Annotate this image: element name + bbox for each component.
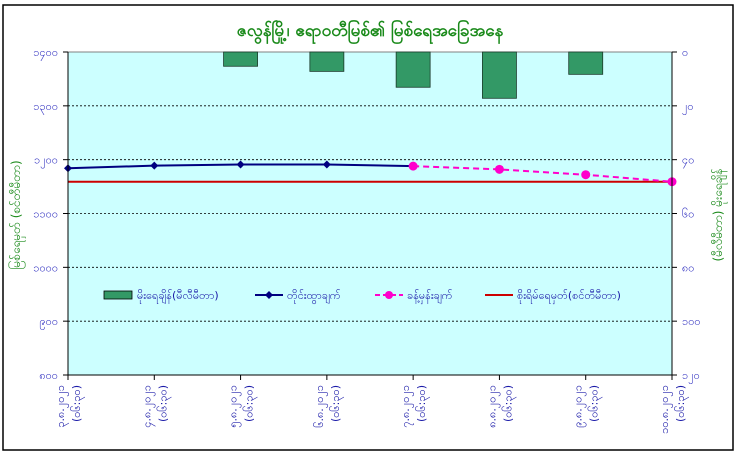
y2-tick-label: ၈၀ [682,261,694,274]
y-tick-label: ၈၀၀ [39,369,58,382]
forecast-line [413,165,673,183]
legend-marker-observed [265,291,273,299]
observed-point [150,161,159,170]
y2-tick-label: ၀ [682,46,688,59]
observed-point [322,160,331,169]
rainfall-bar [223,51,258,67]
forecast-point [494,164,504,174]
x-tick-label-date: ၇.၈.၂၀၂၁ [399,385,414,428]
legend-swatch-rainfall [103,290,133,300]
rainfall-bar [395,51,431,88]
y2-tick-label: ၆၀ [682,208,694,221]
legend-marker-forecast [385,291,393,299]
forecast-point [581,170,591,180]
legend-label-rainfall: မိုးရေချိန်(မီလီမီတာ) [137,289,219,304]
x-tick-label-date: ၈.၈.၂၀၂၁ [485,385,500,428]
legend-label-observed: တိုင်းထွာချက် [287,289,341,304]
legend-label-forecast: ခန့်မှန်းချက် [407,289,453,304]
x-tick-label-date: ၁၀.၈.၂၀၂၁ [658,385,673,434]
x-tick-label-time: (၀၆:၃၀) [501,385,516,422]
y-tick-label: ၁၂၀၀ [34,154,58,169]
chart-title: ဇလွန်မြို့၊ ဧရာဝတီမြစ်၏ မြစ်ရေအခြေအနေ [237,18,504,45]
x-tick-label-date: ၆.၈.၂၀၂၁ [313,385,328,428]
y2-tick-label: ၁၀၀ [682,315,701,328]
y-tick-label: ၁၃၀၀ [33,100,58,115]
x-tick-label-time: (၀၆:၃၀) [674,385,689,422]
x-tick-label-date: ၉.၈.၂၀၂၁ [572,385,587,428]
rainfall-bar [309,51,345,72]
rainfall-bar [568,51,604,75]
y2-tick-label: ၄၀ [682,154,694,169]
legend: မိုးရေချိန်(မီလီမီတာ) တိုင်းထွာချက် ခန့်… [103,289,621,304]
y-tick-label: ၁၀၀၀ [33,261,58,274]
y2-axis-title: (မီလီမီတာ) မိုးရေချိန် [710,169,728,262]
y-axis-title: မြစ်ရေမှတ် (စင်တီမီတာ) [7,160,26,269]
observed-point [236,160,245,169]
y-tick-label: ၉၀၀ [39,315,58,330]
x-tick-label-time: (၀၆:၃၀) [329,385,344,422]
x-tick-label-date: ၃.၈.၂၀၂၁ [54,385,69,428]
y-tick-label: ၁၄၀၀ [33,46,58,61]
x-tick-label-time: (၀၆:၃၀) [243,385,258,422]
y2-tick-label: ၂၀ [682,100,694,115]
rainfall-bar [482,51,517,99]
y2-tick-label: ၁၂၀ [682,369,700,384]
y-tick-label: ၁၁၀၀ [33,208,58,221]
legend-label-danger-level: စိုးရိမ်ရေမှတ်(စင်တီမီတာ) [517,289,621,304]
x-tick-label-time: (၀၆:၃၀) [70,385,85,422]
x-tick-label-time: (၀၆:၃၀) [588,385,603,422]
x-tick-label-date: ၄.၈.၂၀၂၁ [140,385,155,428]
x-tick-label-date: ၅.၈.၂၀၂၁ [227,385,242,428]
x-tick-label-time: (၀၆:၃၀) [156,385,171,422]
forecast-point [408,161,418,171]
x-tick-label-time: (၀၆:၃၀) [415,385,430,422]
